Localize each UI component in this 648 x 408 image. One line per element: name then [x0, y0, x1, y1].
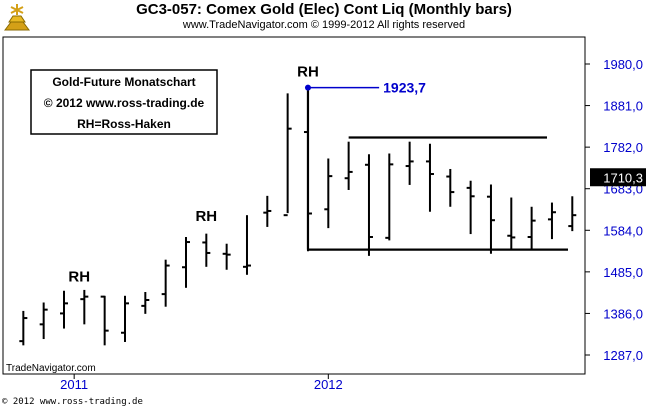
chart-title: GC3-057: Comex Gold (Elec) Cont Liq (Mon…	[136, 1, 512, 18]
ohlc-bar	[486, 184, 495, 254]
legend-line-2: © 2012 www.ross-trading.de	[44, 96, 205, 110]
y-tick-label: 1287,0	[603, 348, 643, 363]
ohlc-bar	[405, 141, 414, 185]
y-tick-label: 1782,0	[603, 140, 643, 155]
ohlc-bar	[344, 141, 353, 190]
time-axis: 2011 2012	[3, 373, 585, 392]
ohlc-bar	[324, 158, 333, 229]
ohlc-bar	[283, 93, 292, 217]
ohlc-bar	[80, 289, 89, 325]
ohlc-bar	[161, 259, 170, 307]
y-tick-label: 1386,0	[603, 306, 643, 321]
ohlc-bar	[547, 202, 556, 240]
legend-line-3: RH=Ross-Haken	[77, 117, 171, 131]
ohlc-bar	[39, 302, 48, 340]
ohlc-bar	[364, 154, 373, 256]
ohlc-bar	[141, 292, 150, 314]
ohlc-bar	[446, 168, 455, 207]
high-marker-dot	[304, 84, 311, 91]
last-price-label: 1710,3	[603, 170, 643, 185]
y-tick-label: 1980,0	[603, 57, 643, 72]
ohlc-bar	[527, 206, 536, 249]
ohlc-bar	[120, 295, 129, 342]
x-tick-label: 2011	[60, 377, 88, 392]
last-price-box	[590, 168, 646, 187]
rh-annotation: RH	[68, 269, 90, 286]
rh-annotation: RH	[195, 208, 217, 225]
ohlc-bar	[425, 143, 434, 212]
ohlc-bar	[19, 310, 28, 346]
ohlc-bar	[59, 290, 68, 329]
x-tick-label: 2012	[314, 377, 343, 392]
ohlc-bar	[181, 237, 190, 288]
y-tick-label: 1584,0	[603, 223, 643, 238]
watermark: TradeNavigator.com	[6, 363, 96, 374]
copyright-line: www.TradeNavigator.com © 1999-2012 All r…	[182, 19, 466, 31]
ohlc-bar	[222, 243, 231, 270]
price-axis: 1980,01881,01782,01683,01584,01485,01386…	[584, 37, 648, 374]
high-marker-label: 1923,7	[383, 80, 426, 96]
ohlc-bar	[385, 153, 394, 241]
ohlc-bar	[263, 195, 272, 227]
legend-box	[30, 69, 218, 135]
ohlc-bar	[568, 196, 577, 232]
ohlc-bar	[242, 215, 251, 275]
y-tick-label: 1485,0	[603, 265, 643, 280]
rh-annotation: RH	[297, 64, 319, 81]
ohlc-bar	[507, 197, 516, 250]
ohlc-bar	[466, 180, 475, 235]
ohlc-bar	[202, 233, 211, 267]
gold-bars-logo-icon	[4, 4, 30, 31]
ohlc-bar	[100, 295, 109, 346]
y-tick-label: 1881,0	[603, 99, 643, 114]
footer-credit: © 2012 www.ross-trading.de	[2, 397, 143, 407]
chart-header: GC3-057: Comex Gold (Elec) Cont Liq (Mon…	[0, 0, 648, 36]
legend-line-1: Gold-Future Monatschart	[52, 75, 195, 89]
